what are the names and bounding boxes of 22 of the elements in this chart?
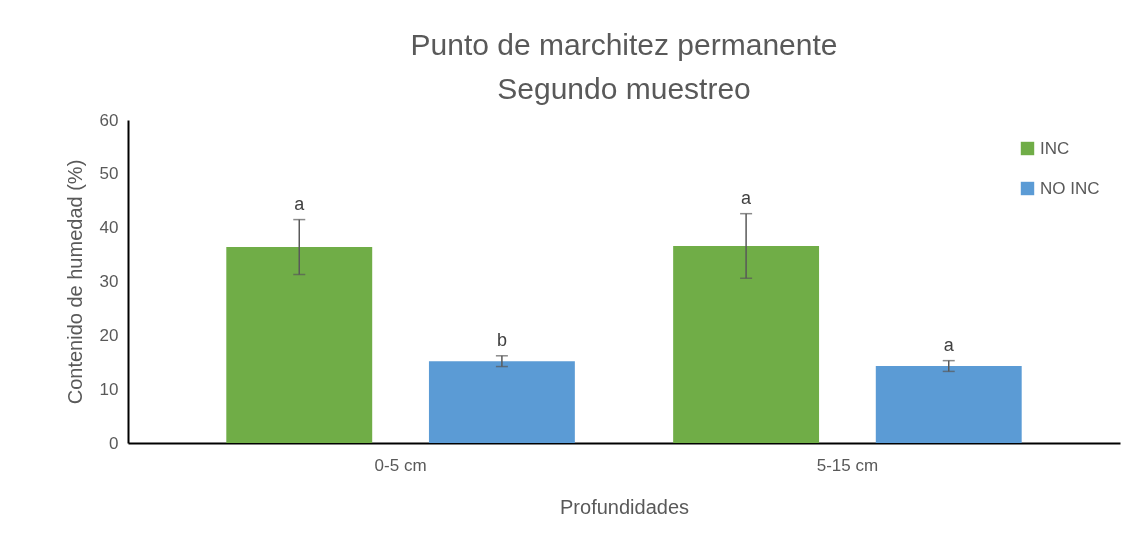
x-axis-title: Profundidades [560,495,689,518]
data-label: a [943,334,955,355]
x-tick-label: 5-15 cm [816,455,879,475]
y-tick-label: 0 [109,433,119,453]
bar [875,366,1022,443]
y-tick-label: 30 [99,272,119,291]
y-axis-title: Contenido de humedad (%) [63,159,86,405]
data-label: a [741,187,753,208]
y-tick-label: 20 [99,325,119,345]
legend-label: NO INC [1040,178,1100,198]
y-tick-label: 10 [99,379,119,399]
legend-label: INC [1040,138,1070,158]
y-tick-label: 60 [99,110,119,130]
chart-title: Punto de marchitez permanente Segundo muestreo [410,28,838,105]
bar [226,247,373,443]
data-label: b [496,329,507,350]
bar [428,361,575,443]
x-tick-label: 0-5 cm [374,455,427,475]
y-tick-label: 40 [99,218,119,238]
y-tick-label: 50 [99,164,119,184]
data-label: a [294,193,306,214]
bar [673,245,820,443]
